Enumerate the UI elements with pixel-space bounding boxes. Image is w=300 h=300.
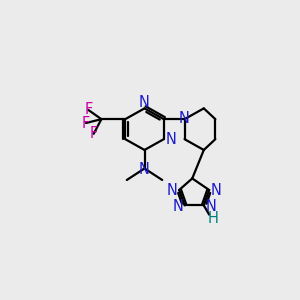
Text: N: N: [211, 183, 222, 198]
Text: N: N: [139, 162, 150, 177]
Text: N: N: [139, 95, 150, 110]
Text: F: F: [90, 126, 98, 141]
Text: H: H: [208, 211, 218, 226]
Text: N: N: [205, 199, 216, 214]
Text: N: N: [172, 199, 183, 214]
Text: F: F: [82, 116, 90, 130]
Text: N: N: [165, 132, 176, 147]
Text: N: N: [178, 111, 189, 126]
Text: F: F: [84, 102, 92, 117]
Text: N: N: [167, 183, 178, 198]
